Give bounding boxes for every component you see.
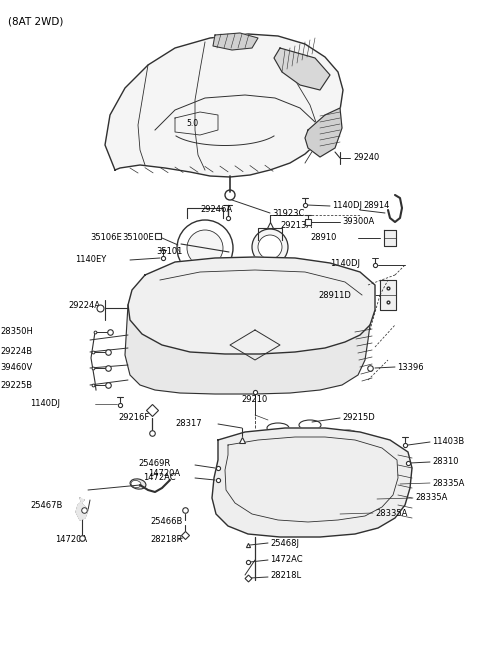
Polygon shape <box>274 48 330 90</box>
Ellipse shape <box>345 493 379 506</box>
Text: 28911D: 28911D <box>318 290 351 300</box>
Text: 1140EY: 1140EY <box>75 255 106 263</box>
Text: 1140DJ: 1140DJ <box>330 259 360 269</box>
Ellipse shape <box>238 295 273 315</box>
Text: 25468J: 25468J <box>270 539 299 548</box>
Text: 29216F: 29216F <box>118 414 149 422</box>
Ellipse shape <box>359 461 397 489</box>
Polygon shape <box>213 33 258 50</box>
Text: 28310: 28310 <box>432 457 458 467</box>
Polygon shape <box>384 230 396 246</box>
Text: 28335A: 28335A <box>415 494 447 502</box>
Text: 35101: 35101 <box>156 248 182 257</box>
Text: 1472AC: 1472AC <box>270 554 302 564</box>
Ellipse shape <box>363 465 393 485</box>
Polygon shape <box>128 257 375 354</box>
Ellipse shape <box>177 280 193 290</box>
Text: 31923C: 31923C <box>272 209 304 218</box>
Text: 1140DJ: 1140DJ <box>332 201 362 211</box>
Ellipse shape <box>290 488 320 508</box>
Ellipse shape <box>329 484 367 512</box>
Text: 39460V: 39460V <box>0 364 32 372</box>
Ellipse shape <box>181 297 219 319</box>
Circle shape <box>225 190 235 200</box>
Circle shape <box>252 229 288 265</box>
Text: 29246A: 29246A <box>200 205 232 214</box>
Ellipse shape <box>286 484 324 512</box>
Circle shape <box>187 230 223 266</box>
Ellipse shape <box>248 490 278 510</box>
Polygon shape <box>212 428 412 537</box>
Ellipse shape <box>276 458 314 486</box>
Text: 28218R: 28218R <box>150 535 182 544</box>
Text: 28317: 28317 <box>175 418 202 428</box>
Text: 29240: 29240 <box>353 154 379 162</box>
Ellipse shape <box>130 479 146 489</box>
Text: 29210: 29210 <box>242 395 268 405</box>
Text: 35106E: 35106E <box>90 232 122 242</box>
Text: 13396: 13396 <box>397 362 424 372</box>
Text: 39300A: 39300A <box>342 218 374 226</box>
Ellipse shape <box>368 478 402 490</box>
Ellipse shape <box>333 488 363 508</box>
Text: 28910: 28910 <box>310 232 336 242</box>
Ellipse shape <box>291 297 329 319</box>
Text: (8AT 2WD): (8AT 2WD) <box>8 16 63 26</box>
Polygon shape <box>105 34 343 177</box>
Polygon shape <box>76 498 88 520</box>
Circle shape <box>177 220 233 276</box>
Ellipse shape <box>308 508 342 520</box>
Text: 29224A: 29224A <box>68 300 100 310</box>
Text: 14720A: 14720A <box>148 469 180 477</box>
Text: 28335A: 28335A <box>432 478 464 488</box>
Ellipse shape <box>268 430 288 440</box>
Ellipse shape <box>299 420 321 430</box>
Text: 25466B: 25466B <box>150 517 182 527</box>
Text: 25467B: 25467B <box>30 500 62 510</box>
Polygon shape <box>380 280 396 310</box>
Ellipse shape <box>247 277 263 287</box>
Ellipse shape <box>319 458 357 486</box>
Polygon shape <box>305 108 342 157</box>
Text: 28335A: 28335A <box>375 508 408 517</box>
Text: 25469R: 25469R <box>138 459 170 469</box>
Text: 29225B: 29225B <box>0 381 32 389</box>
Text: 29213A: 29213A <box>280 220 312 230</box>
Ellipse shape <box>317 280 333 290</box>
Ellipse shape <box>244 486 282 514</box>
Text: 28350H: 28350H <box>0 327 33 337</box>
Ellipse shape <box>234 461 272 489</box>
Ellipse shape <box>267 423 289 433</box>
Polygon shape <box>125 305 370 394</box>
Ellipse shape <box>370 490 400 510</box>
Ellipse shape <box>280 462 310 482</box>
Text: 28218L: 28218L <box>270 572 301 581</box>
Text: 29215D: 29215D <box>342 414 375 422</box>
Text: 29224B: 29224B <box>0 348 32 356</box>
Text: 1140DJ: 1140DJ <box>30 399 60 409</box>
Text: 5.0: 5.0 <box>186 119 198 127</box>
Ellipse shape <box>338 430 358 440</box>
Text: 28914: 28914 <box>363 201 389 209</box>
Ellipse shape <box>323 462 353 482</box>
Ellipse shape <box>238 465 268 485</box>
Text: 1472AC: 1472AC <box>143 473 176 482</box>
Ellipse shape <box>366 486 404 514</box>
Ellipse shape <box>131 480 141 488</box>
Ellipse shape <box>302 428 322 438</box>
Text: 35100E: 35100E <box>122 232 154 242</box>
Text: 14720A: 14720A <box>55 535 87 544</box>
Circle shape <box>258 235 282 259</box>
Text: 11403B: 11403B <box>432 436 464 446</box>
